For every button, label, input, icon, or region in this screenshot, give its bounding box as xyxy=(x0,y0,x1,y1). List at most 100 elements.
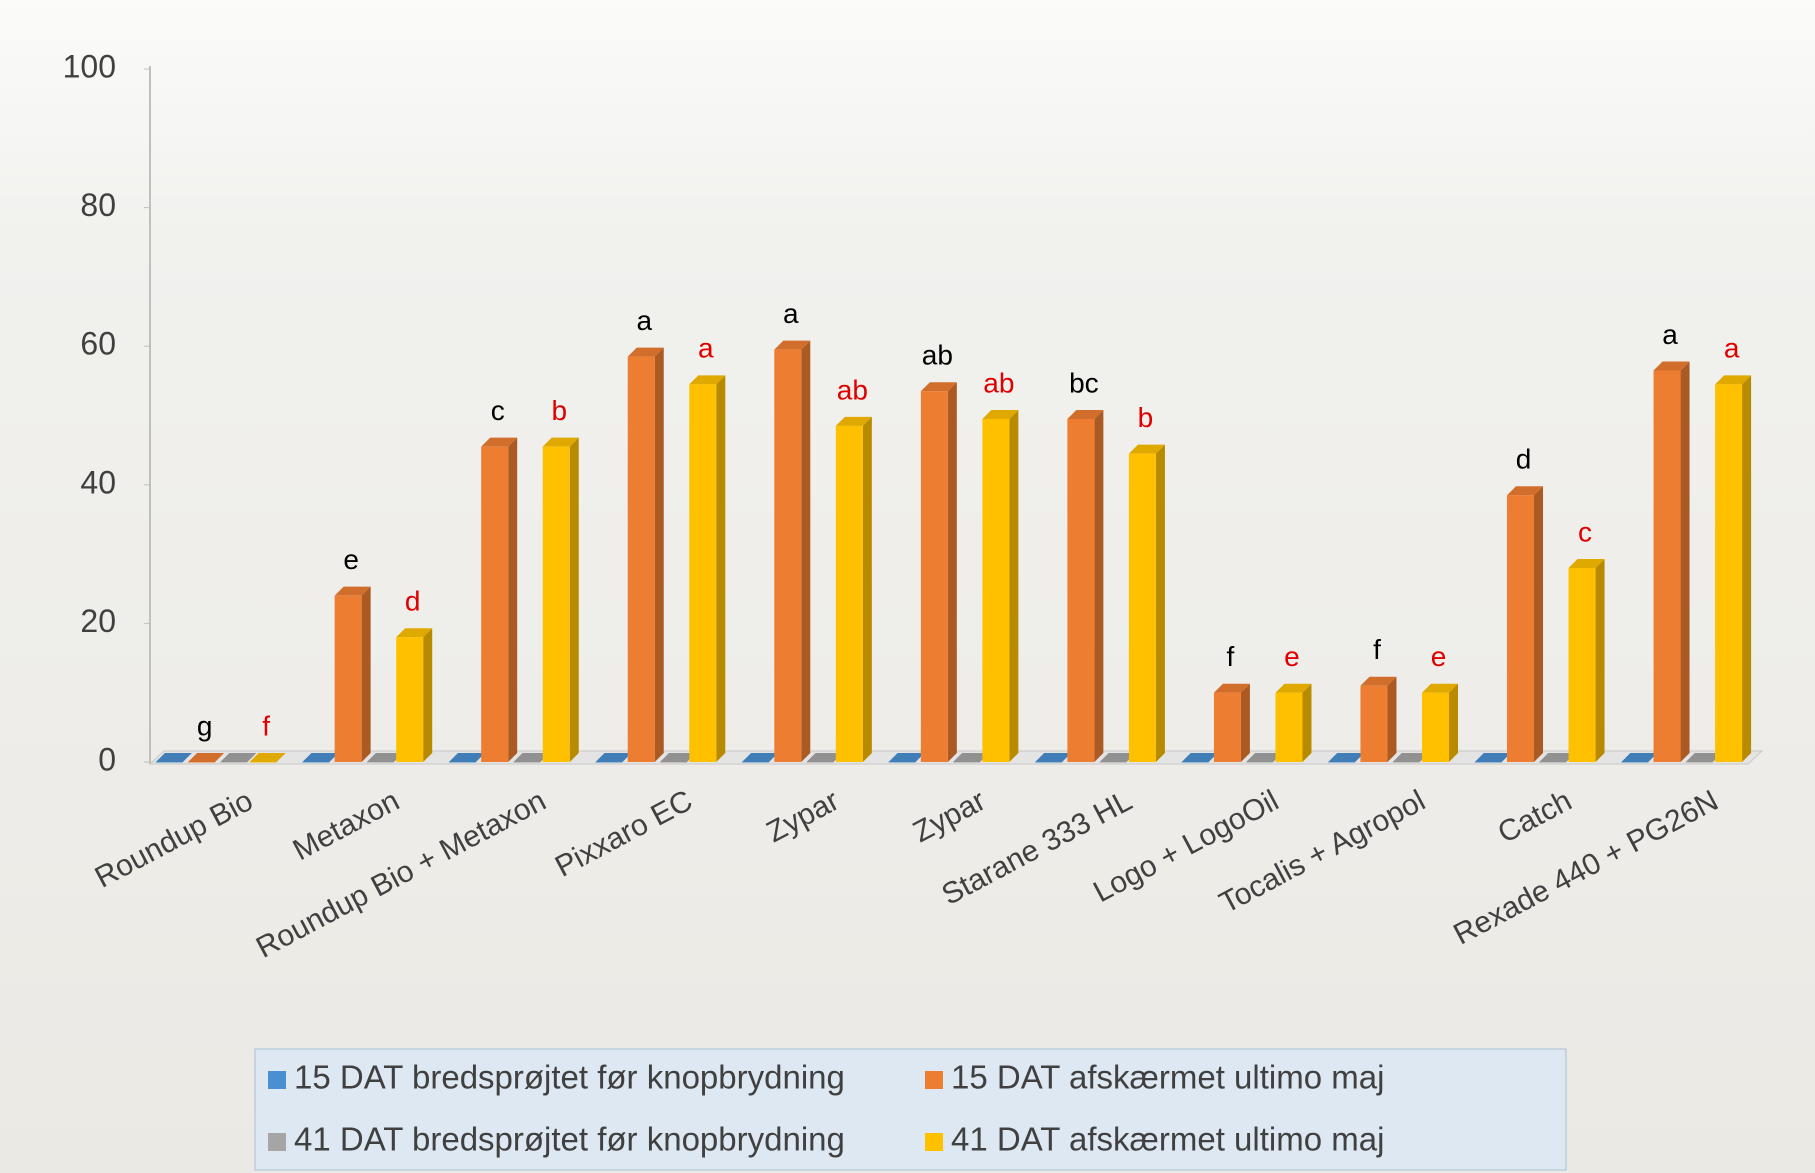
bar-top xyxy=(659,753,696,762)
bar-top xyxy=(1128,444,1165,454)
bar-top xyxy=(1715,375,1752,385)
bar-top xyxy=(188,753,225,762)
bar xyxy=(220,762,248,763)
data-label: c xyxy=(1578,516,1592,547)
bar-top xyxy=(366,753,403,762)
bar xyxy=(1275,692,1303,762)
bar-top xyxy=(1328,753,1365,762)
data-label: a xyxy=(783,298,799,329)
bar-top xyxy=(1392,753,1429,762)
bar xyxy=(396,637,424,762)
data-label: a xyxy=(1724,333,1740,364)
bar xyxy=(888,762,916,763)
data-label: f xyxy=(1373,634,1381,665)
bar-side xyxy=(654,347,664,762)
bar-side xyxy=(862,416,872,762)
bar xyxy=(920,391,948,762)
y-tick-label: 100 xyxy=(63,48,116,84)
bar-top xyxy=(1474,753,1511,762)
data-label: e xyxy=(1431,641,1447,672)
bar-top xyxy=(774,340,811,350)
bar xyxy=(155,762,183,763)
bar-top xyxy=(1507,486,1544,496)
bar xyxy=(542,446,570,762)
bar-top xyxy=(1181,753,1218,762)
bar-side xyxy=(1680,361,1690,762)
data-label: c xyxy=(491,395,505,426)
bar xyxy=(1128,453,1156,762)
bar-top xyxy=(1275,683,1312,693)
y-tick-label: 80 xyxy=(80,187,116,223)
bar xyxy=(1067,418,1095,762)
bar-top xyxy=(1360,676,1397,686)
y-tick-label: 20 xyxy=(80,603,116,639)
bar xyxy=(1474,762,1502,763)
bar xyxy=(953,762,981,763)
bar xyxy=(1715,384,1743,762)
bar-top xyxy=(835,416,872,426)
bar xyxy=(982,418,1010,762)
data-label: f xyxy=(1227,641,1235,672)
y-tick-label: 60 xyxy=(80,326,116,362)
bar xyxy=(742,762,770,763)
bar-top xyxy=(249,753,286,762)
bar-top xyxy=(689,375,726,385)
bar xyxy=(1621,762,1649,763)
bar-top xyxy=(888,753,925,762)
bar-top xyxy=(1099,753,1136,762)
bar xyxy=(1099,762,1127,763)
data-label: d xyxy=(405,586,421,617)
data-label: bc xyxy=(1069,367,1099,398)
bar-side xyxy=(1009,409,1019,762)
bar-side xyxy=(1595,558,1605,762)
bar-side xyxy=(1387,676,1397,762)
bar-top xyxy=(1213,683,1250,693)
bar xyxy=(1568,567,1596,762)
bar xyxy=(1392,762,1420,763)
data-label: a xyxy=(1662,319,1678,350)
legend-swatch xyxy=(268,1071,286,1089)
bar xyxy=(835,425,863,762)
bar xyxy=(1507,495,1535,762)
data-label: a xyxy=(636,305,652,336)
bar xyxy=(188,762,216,763)
bar-top xyxy=(220,753,257,762)
y-tick-label: 0 xyxy=(98,741,116,777)
bar xyxy=(659,762,687,763)
bar-top xyxy=(448,753,485,762)
bar xyxy=(366,762,394,763)
data-label: e xyxy=(1284,641,1300,672)
bar-side xyxy=(1534,486,1544,762)
bar-side xyxy=(361,586,371,762)
bar xyxy=(1685,762,1713,763)
bar xyxy=(689,384,717,762)
bar-top xyxy=(1568,558,1605,568)
bar xyxy=(1360,685,1388,762)
bar-top xyxy=(982,409,1019,419)
bar xyxy=(302,762,330,763)
data-label: b xyxy=(551,395,567,426)
bar xyxy=(806,762,834,763)
bar-top xyxy=(1246,753,1283,762)
bar xyxy=(481,446,509,762)
data-label: ab xyxy=(983,367,1014,398)
bar-side xyxy=(1094,409,1104,762)
bar-top xyxy=(334,586,371,596)
bar-side xyxy=(1302,683,1312,762)
bar-top xyxy=(302,753,339,762)
legend xyxy=(254,1048,1567,1171)
bar xyxy=(1422,692,1450,762)
y-tick-label: 40 xyxy=(80,464,116,500)
bar-side xyxy=(1240,683,1250,762)
bar xyxy=(627,356,655,762)
bar xyxy=(1539,762,1567,763)
data-label: f xyxy=(262,710,270,741)
bar-top xyxy=(595,753,632,762)
legend-label: 41 DAT bredsprøjtet før knopbrydning xyxy=(294,1121,845,1158)
bar-top xyxy=(627,347,664,357)
bar-side xyxy=(508,437,518,762)
bar-side xyxy=(1742,375,1752,762)
bar-side xyxy=(801,340,811,762)
legend-swatch xyxy=(925,1071,943,1089)
